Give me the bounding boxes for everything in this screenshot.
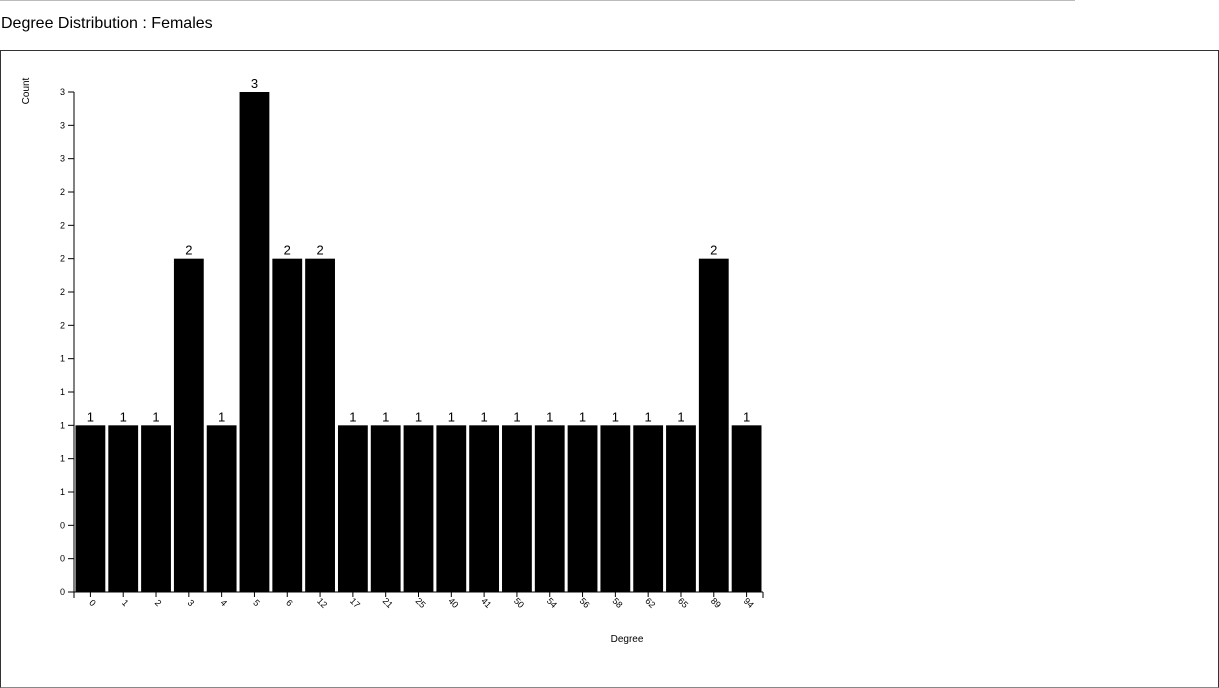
x-tick-label: 5 — [251, 598, 262, 609]
x-tick-label: 4 — [218, 598, 229, 609]
bar-0 — [75, 425, 106, 592]
bar-5 — [239, 92, 270, 592]
page-title: Degree Distribution : Females — [1, 15, 213, 32]
x-tick-label: 21 — [381, 596, 395, 610]
bar-value-label: 1 — [546, 409, 553, 424]
bar-value-label: 1 — [349, 409, 356, 424]
x-tick-label: 89 — [709, 596, 723, 610]
x-tick-label: 54 — [545, 596, 559, 610]
x-tick-label: 17 — [348, 596, 362, 610]
y-tick-label: 0 — [60, 520, 65, 530]
bar-value-label: 1 — [87, 409, 94, 424]
y-tick-label: 1 — [60, 387, 65, 397]
bar-value-label: 1 — [415, 409, 422, 424]
y-tick-label: 1 — [60, 420, 65, 430]
bar-value-label: 1 — [743, 409, 750, 424]
y-tick-label: 2 — [60, 220, 65, 230]
y-tick-label: 2 — [60, 187, 65, 197]
bar-40 — [436, 425, 467, 592]
bar-17 — [337, 425, 368, 592]
bar-25 — [403, 425, 434, 592]
bar-value-label: 1 — [677, 409, 684, 424]
bar-12 — [305, 258, 335, 592]
y-tick-label: 0 — [60, 554, 65, 564]
x-tick-label: 0 — [87, 598, 98, 609]
bar-41 — [469, 425, 500, 592]
y-tick-label: 1 — [60, 354, 65, 364]
x-tick-label: 1 — [120, 598, 131, 609]
x-axis-title: Degree — [611, 634, 644, 645]
bar-value-label: 1 — [579, 409, 586, 424]
x-tick-label: 2 — [153, 598, 164, 609]
y-tick-label: 3 — [60, 154, 65, 164]
bar-value-label: 1 — [513, 409, 520, 424]
x-tick-label: 58 — [610, 596, 624, 610]
bar-value-label: 1 — [481, 409, 488, 424]
bar-54 — [534, 425, 565, 592]
bar-value-label: 1 — [152, 409, 159, 424]
x-tick-label: 41 — [479, 596, 493, 610]
bar-62 — [633, 425, 664, 592]
bar-value-label: 2 — [316, 243, 323, 258]
bar-6 — [272, 258, 303, 592]
x-tick-label: 12 — [315, 596, 329, 610]
bar-value-label: 2 — [185, 243, 192, 258]
bar-94 — [731, 425, 762, 592]
bar-50 — [502, 425, 532, 592]
x-tick-label: 65 — [676, 596, 690, 610]
bar-58 — [600, 425, 631, 592]
x-tick-label: 56 — [578, 596, 592, 610]
x-tick-label: 94 — [742, 596, 756, 610]
y-axis-title: Count — [21, 77, 32, 104]
x-tick-label: 6 — [284, 598, 295, 609]
x-tick-label: 50 — [512, 596, 526, 610]
header: Degree Distribution : Females — [0, 0, 1219, 50]
bar-value-label: 1 — [448, 409, 455, 424]
bar-value-label: 1 — [645, 409, 652, 424]
y-tick-label: 3 — [60, 120, 65, 130]
y-tick-label: 0 — [60, 587, 65, 597]
y-tick-label: 2 — [60, 320, 65, 330]
y-tick-label: 2 — [60, 254, 65, 264]
bar-value-label: 2 — [710, 243, 717, 258]
bars-group — [75, 92, 762, 592]
x-tick-label: 40 — [446, 596, 460, 610]
bar-value-label: 1 — [382, 409, 389, 424]
top-divider — [0, 0, 1075, 1]
y-tick-label: 2 — [60, 287, 65, 297]
x-tick-label: 3 — [186, 598, 197, 609]
x-axis: 0 1 2 3 4 5 6 12 17 21 25 40 41 50 54 56 58 62 65 89 94 — [73, 591, 764, 610]
y-axis: 0 0 0 1 1 1 1 1 2 2 2 2 2 3 3 3 — [60, 87, 75, 597]
bar-4 — [206, 425, 237, 592]
x-tick-label: 62 — [643, 596, 657, 610]
bar-3 — [173, 258, 204, 592]
bar-21 — [370, 425, 401, 592]
bar-value-label: 1 — [120, 409, 127, 424]
bar-value-label: 3 — [251, 76, 258, 91]
bar-value-label: 1 — [218, 409, 225, 424]
bar-value-label: 2 — [284, 243, 291, 258]
bar-1 — [108, 425, 139, 592]
y-tick-label: 1 — [60, 487, 65, 497]
bar-labels-group: 1 1 1 2 1 3 2 2 1 1 1 1 1 1 1 1 1 1 1 2 1 — [87, 76, 750, 424]
y-tick-label: 1 — [60, 454, 65, 464]
bar-56 — [567, 425, 598, 592]
x-tick-label: 25 — [414, 596, 428, 610]
bar-2 — [141, 425, 171, 592]
bar-89 — [698, 258, 729, 592]
y-tick-label: 3 — [60, 87, 65, 97]
bar-value-label: 1 — [612, 409, 619, 424]
bar-65 — [666, 425, 696, 592]
